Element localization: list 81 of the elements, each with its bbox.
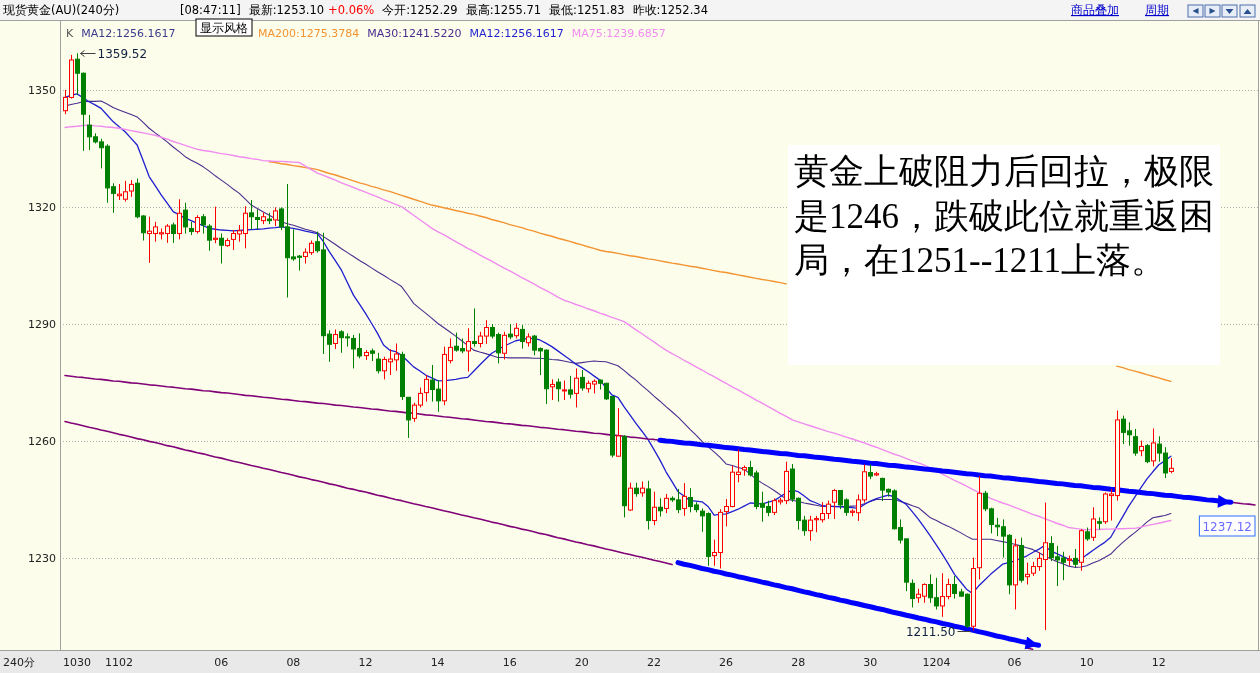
candlestick: [556, 378, 561, 403]
x-tick-label: 1102: [105, 656, 134, 669]
text: MA30:1241.5220: [367, 27, 462, 40]
candlestick: [213, 206, 218, 244]
y-tick-label: 1350: [28, 84, 56, 98]
candlestick: [568, 375, 573, 399]
y-tick-label: 1230: [28, 552, 56, 566]
annotation: 黄金上破阻力后回拉，极限是1246，跌破此位就重返困局，在1251--1211上落。: [794, 152, 1214, 280]
x-tick-label: 26: [719, 656, 734, 669]
annotation: 1237.12: [1202, 520, 1252, 534]
candlestick: [664, 493, 669, 514]
candlestick: [472, 307, 477, 348]
x-tick-label: 30: [863, 656, 878, 669]
text: 昨收:1252.34: [632, 3, 708, 17]
candlestick: [658, 497, 663, 518]
text: 商品叠加: [1071, 3, 1119, 17]
candlestick: [406, 396, 411, 439]
candlestick: [1025, 562, 1030, 585]
candlestick: [1145, 443, 1150, 464]
x-tick-label: 28: [791, 656, 806, 669]
text: MA12:1256.1617: [469, 27, 564, 40]
x-tick-label: 06: [1007, 656, 1022, 669]
candlestick: [910, 578, 915, 608]
y-tick-label: 1260: [28, 435, 56, 449]
candlestick: [1133, 428, 1138, 457]
annotation: K: [66, 27, 74, 40]
candlestick: [273, 206, 278, 227]
x-tick-label: 1204: [922, 656, 951, 669]
candlestick: [574, 367, 579, 408]
candlestick: [171, 222, 176, 244]
candlestick: [249, 199, 254, 230]
text: 今开:1252.29: [382, 3, 458, 17]
x-tick-label: 1030: [63, 656, 92, 669]
annotation: 1211.50: [905, 625, 956, 639]
candlestick: [520, 324, 525, 350]
x-tick-label: 16: [502, 656, 517, 669]
candlestick: [682, 482, 687, 517]
x-tick-label: 12: [1151, 656, 1166, 669]
candlestick: [580, 369, 585, 392]
annotation: MA12:1256.1617: [81, 27, 176, 40]
candlestick: [333, 328, 338, 350]
annotation: 显示风格: [200, 21, 248, 35]
candlestick: [1151, 428, 1156, 467]
text: 最新:1253.10: [248, 3, 325, 17]
text: 最高:1255.71: [465, 3, 542, 17]
candlestick: [616, 407, 621, 458]
x-tick-label: 22: [646, 656, 661, 669]
candlestick: [652, 491, 657, 526]
candlestick: [466, 327, 471, 373]
candlestick: [562, 380, 567, 401]
candlestick: [1073, 548, 1078, 568]
candlestick: [424, 374, 429, 403]
candlestick: [177, 198, 182, 240]
candlestick: [832, 488, 837, 520]
candlestick: [502, 331, 507, 360]
candlestick: [376, 352, 381, 375]
candlestick: [219, 233, 224, 265]
x-tick-label: 14: [430, 656, 445, 669]
y-tick-label: 1320: [28, 201, 56, 215]
candlestick: [628, 482, 633, 512]
x-tick-label: 08: [286, 656, 301, 669]
x-tick-label: 12: [358, 656, 373, 669]
text: +0.06%: [328, 3, 375, 17]
text: MA200:1275.3784: [258, 27, 360, 40]
x-tick-label: 06: [214, 656, 229, 669]
annotation: 1359.52: [97, 47, 148, 61]
text: MA75:1239.6857: [571, 27, 666, 40]
candlestick: [550, 378, 555, 401]
candlestick: [183, 202, 188, 235]
candlestick: [1091, 506, 1096, 542]
text: [08:47:11]: [180, 3, 241, 17]
candlestick: [195, 214, 200, 235]
text: 最低:1251.83: [549, 3, 625, 17]
x-tick-label: 10: [1079, 656, 1094, 669]
x-tick-label: 20: [574, 656, 589, 669]
y-tick-label: 1290: [28, 318, 56, 332]
chart-title: 现货黄金(AU)(240分): [3, 3, 120, 17]
candlestick: [255, 208, 260, 230]
text: 240分: [3, 656, 35, 669]
candlestick: [952, 575, 957, 600]
text: 周期: [1145, 3, 1169, 17]
